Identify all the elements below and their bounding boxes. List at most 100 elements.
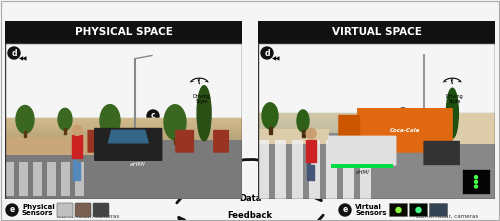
- Bar: [258, 119, 495, 121]
- Circle shape: [397, 108, 409, 120]
- Bar: [5, 138, 242, 139]
- Bar: [5, 137, 242, 138]
- Bar: [258, 148, 495, 149]
- Bar: [5, 137, 242, 139]
- Bar: [258, 198, 495, 199]
- Text: d: d: [264, 48, 270, 57]
- Bar: [258, 122, 495, 123]
- Bar: [258, 140, 495, 142]
- Bar: [5, 188, 242, 190]
- Ellipse shape: [446, 88, 458, 138]
- Ellipse shape: [58, 108, 72, 130]
- Bar: [258, 169, 495, 170]
- Bar: [77, 162, 80, 180]
- Circle shape: [309, 127, 321, 139]
- Bar: [5, 139, 242, 140]
- Bar: [258, 123, 495, 125]
- Bar: [5, 135, 242, 137]
- Bar: [5, 154, 242, 156]
- Bar: [5, 164, 242, 165]
- FancyBboxPatch shape: [5, 21, 242, 43]
- Bar: [258, 160, 495, 162]
- Bar: [24, 131, 26, 137]
- Bar: [5, 196, 242, 198]
- Text: Driving
Style: Driving Style: [446, 93, 463, 104]
- Bar: [258, 192, 495, 193]
- Bar: [258, 126, 495, 128]
- FancyBboxPatch shape: [258, 129, 329, 144]
- Bar: [5, 136, 242, 137]
- Text: a: a: [12, 187, 16, 196]
- Bar: [5, 177, 242, 179]
- FancyBboxPatch shape: [5, 162, 14, 196]
- Text: VIRTUAL SPACE: VIRTUAL SPACE: [332, 27, 422, 37]
- Bar: [5, 181, 242, 183]
- Bar: [5, 123, 242, 125]
- Bar: [258, 144, 495, 146]
- Text: b: b: [312, 128, 318, 137]
- Bar: [5, 191, 242, 192]
- Circle shape: [72, 125, 82, 135]
- Bar: [387, 131, 390, 139]
- Circle shape: [261, 47, 273, 59]
- Bar: [258, 123, 495, 125]
- Bar: [258, 156, 495, 158]
- FancyBboxPatch shape: [338, 115, 360, 148]
- Bar: [5, 135, 242, 136]
- FancyBboxPatch shape: [258, 21, 495, 43]
- Bar: [258, 155, 495, 156]
- Bar: [73, 158, 76, 180]
- Bar: [258, 133, 495, 134]
- Ellipse shape: [197, 86, 211, 141]
- FancyBboxPatch shape: [258, 133, 495, 199]
- Bar: [5, 184, 242, 185]
- Circle shape: [416, 208, 421, 213]
- Bar: [258, 176, 495, 177]
- Bar: [258, 115, 495, 117]
- Bar: [5, 122, 242, 123]
- Bar: [258, 139, 495, 140]
- Bar: [5, 126, 242, 127]
- FancyBboxPatch shape: [390, 204, 407, 217]
- Text: Feedback: Feedback: [228, 211, 272, 220]
- FancyBboxPatch shape: [19, 162, 28, 196]
- FancyBboxPatch shape: [75, 162, 84, 196]
- Circle shape: [306, 128, 316, 139]
- FancyBboxPatch shape: [309, 140, 320, 199]
- Bar: [258, 121, 495, 123]
- Circle shape: [8, 47, 20, 59]
- Bar: [5, 157, 242, 158]
- FancyBboxPatch shape: [462, 169, 490, 194]
- Bar: [258, 130, 495, 132]
- Text: Driving
Style: Driving Style: [192, 93, 210, 104]
- FancyBboxPatch shape: [57, 203, 73, 217]
- Bar: [5, 173, 242, 175]
- Bar: [5, 118, 242, 119]
- Text: c: c: [400, 109, 406, 118]
- FancyBboxPatch shape: [328, 136, 396, 166]
- Bar: [258, 117, 495, 119]
- FancyBboxPatch shape: [5, 140, 242, 199]
- Bar: [258, 180, 495, 182]
- Bar: [5, 129, 242, 130]
- Text: Virtual: Virtual: [355, 204, 382, 210]
- Bar: [5, 156, 242, 157]
- Text: PHYSICAL SPACE: PHYSICAL SPACE: [74, 27, 172, 37]
- FancyBboxPatch shape: [258, 140, 269, 199]
- Bar: [306, 140, 316, 162]
- Bar: [258, 138, 495, 140]
- Bar: [5, 148, 242, 149]
- Bar: [5, 144, 242, 145]
- Text: ◀◀: ◀◀: [19, 56, 28, 61]
- Bar: [72, 135, 82, 158]
- FancyBboxPatch shape: [424, 141, 460, 165]
- Bar: [302, 130, 304, 137]
- Bar: [5, 192, 242, 194]
- Bar: [5, 119, 242, 120]
- Bar: [258, 149, 495, 150]
- Bar: [258, 152, 495, 153]
- FancyBboxPatch shape: [331, 164, 394, 168]
- Bar: [258, 128, 495, 129]
- FancyBboxPatch shape: [61, 162, 70, 196]
- Bar: [5, 142, 242, 144]
